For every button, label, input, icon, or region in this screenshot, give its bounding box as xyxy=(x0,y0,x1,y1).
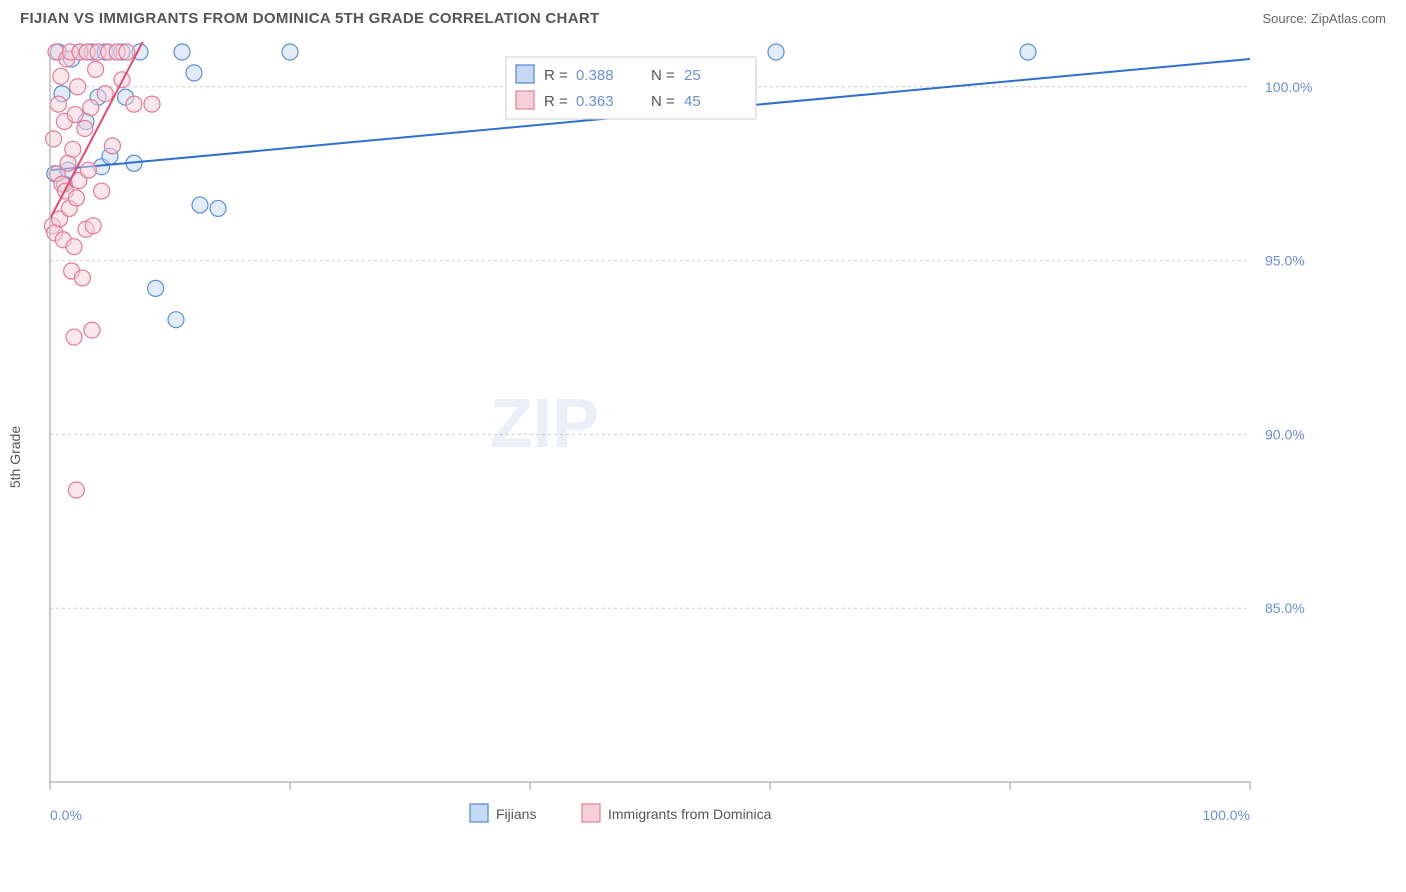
data-point xyxy=(282,44,298,60)
data-point xyxy=(68,190,84,206)
data-point xyxy=(67,107,83,123)
chart-area: 5th Grade 85.0%90.0%95.0%100.0%ZIPatlas0… xyxy=(20,42,1386,872)
data-point xyxy=(83,100,99,116)
data-point xyxy=(74,270,90,286)
legend-n-value: 25 xyxy=(684,67,701,84)
data-point xyxy=(84,322,100,338)
data-point xyxy=(1020,44,1036,60)
data-point xyxy=(94,183,110,199)
data-point xyxy=(85,218,101,234)
legend-swatch xyxy=(516,65,534,83)
data-point xyxy=(66,239,82,255)
legend-r-value: 0.363 xyxy=(576,93,614,110)
data-point xyxy=(53,68,69,84)
watermark: ZIPatlas xyxy=(490,384,726,462)
legend-r-value: 0.388 xyxy=(576,67,614,84)
svg-text:85.0%: 85.0% xyxy=(1265,600,1305,616)
legend-swatch xyxy=(582,804,600,822)
chart-title: FIJIAN VS IMMIGRANTS FROM DOMINICA 5TH G… xyxy=(20,10,599,27)
data-point xyxy=(174,44,190,60)
data-point xyxy=(104,138,120,154)
legend-swatch xyxy=(516,91,534,109)
data-point xyxy=(186,65,202,81)
legend-r-label: R = xyxy=(544,93,568,110)
x-axis-min-label: 0.0% xyxy=(50,807,82,823)
chart-header: FIJIAN VS IMMIGRANTS FROM DOMINICA 5TH G… xyxy=(0,0,1406,32)
legend-label: Immigrants from Dominica xyxy=(608,806,772,822)
svg-text:100.0%: 100.0% xyxy=(1265,79,1312,95)
svg-text:90.0%: 90.0% xyxy=(1265,426,1305,442)
legend-r-label: R = xyxy=(544,67,568,84)
x-axis-max-label: 100.0% xyxy=(1203,807,1250,823)
data-point xyxy=(144,96,160,112)
data-point xyxy=(768,44,784,60)
data-point xyxy=(66,329,82,345)
data-point xyxy=(77,120,93,136)
data-point xyxy=(126,96,142,112)
data-point xyxy=(65,141,81,157)
data-point xyxy=(70,79,86,95)
data-point xyxy=(192,197,208,213)
data-point xyxy=(50,96,66,112)
y-axis-label: 5th Grade xyxy=(7,426,23,488)
legend-label: Fijians xyxy=(496,806,536,822)
legend-n-label: N = xyxy=(651,93,675,110)
legend-swatch xyxy=(470,804,488,822)
legend-n-value: 45 xyxy=(684,93,701,110)
data-point xyxy=(88,61,104,77)
data-point xyxy=(80,162,96,178)
chart-source: Source: ZipAtlas.com xyxy=(1262,11,1386,26)
legend-n-label: N = xyxy=(651,67,675,84)
data-point xyxy=(68,482,84,498)
data-point xyxy=(168,312,184,328)
data-point xyxy=(97,86,113,102)
data-point xyxy=(119,44,135,60)
data-point xyxy=(148,280,164,296)
data-point xyxy=(210,200,226,216)
scatter-chart: 85.0% 90.0% 95.0% 100.0% ZIPatlas 0.0% 100.0% R… xyxy=(20,42,1320,872)
svg-text:95.0%: 95.0% xyxy=(1265,253,1305,269)
data-point xyxy=(46,131,62,147)
